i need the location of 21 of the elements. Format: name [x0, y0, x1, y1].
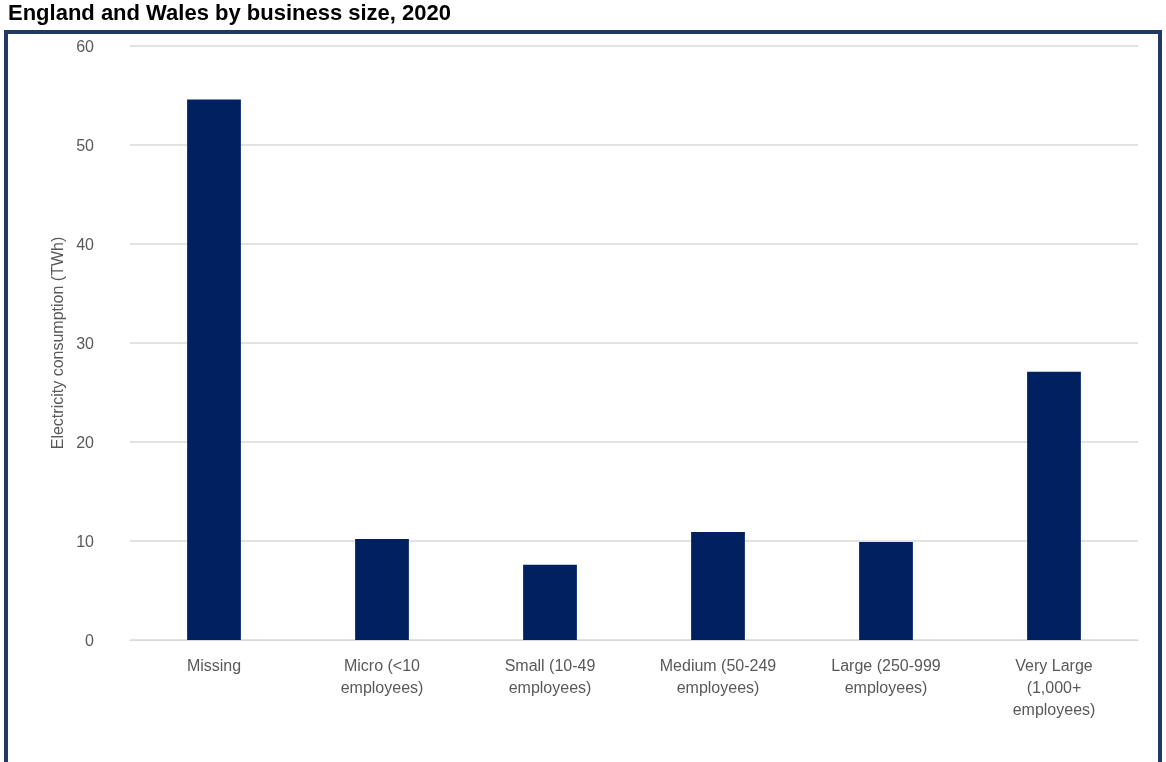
y-tick-label: 20 [76, 433, 95, 451]
y-tick-label: 30 [76, 334, 95, 352]
bar [691, 532, 745, 640]
y-tick-label: 50 [76, 136, 95, 154]
chart-title: England and Wales by business size, 2020 [8, 0, 452, 26]
y-tick-label: 60 [76, 37, 95, 55]
x-tick-label: Small (10-49 employees) [504, 656, 596, 696]
bar [187, 99, 241, 640]
x-tick-label: Large (250-999 employees) [831, 656, 941, 696]
x-tick-label: Missing [186, 656, 242, 674]
bar [523, 564, 577, 640]
x-tick-label: Very Large (1,000+ employees) [1012, 656, 1096, 718]
x-tick-label: Micro (<10 employees) [340, 656, 424, 696]
bar [1027, 371, 1081, 640]
bar [859, 541, 913, 640]
y-tick-label: 10 [76, 532, 95, 550]
y-tick-label: 0 [85, 631, 95, 649]
bar [355, 539, 409, 640]
y-axis-title: Electricity consumption (TWh) [48, 236, 66, 450]
x-tick-label: Medium (50-249 employees) [659, 656, 777, 696]
y-tick-label: 40 [76, 235, 95, 253]
